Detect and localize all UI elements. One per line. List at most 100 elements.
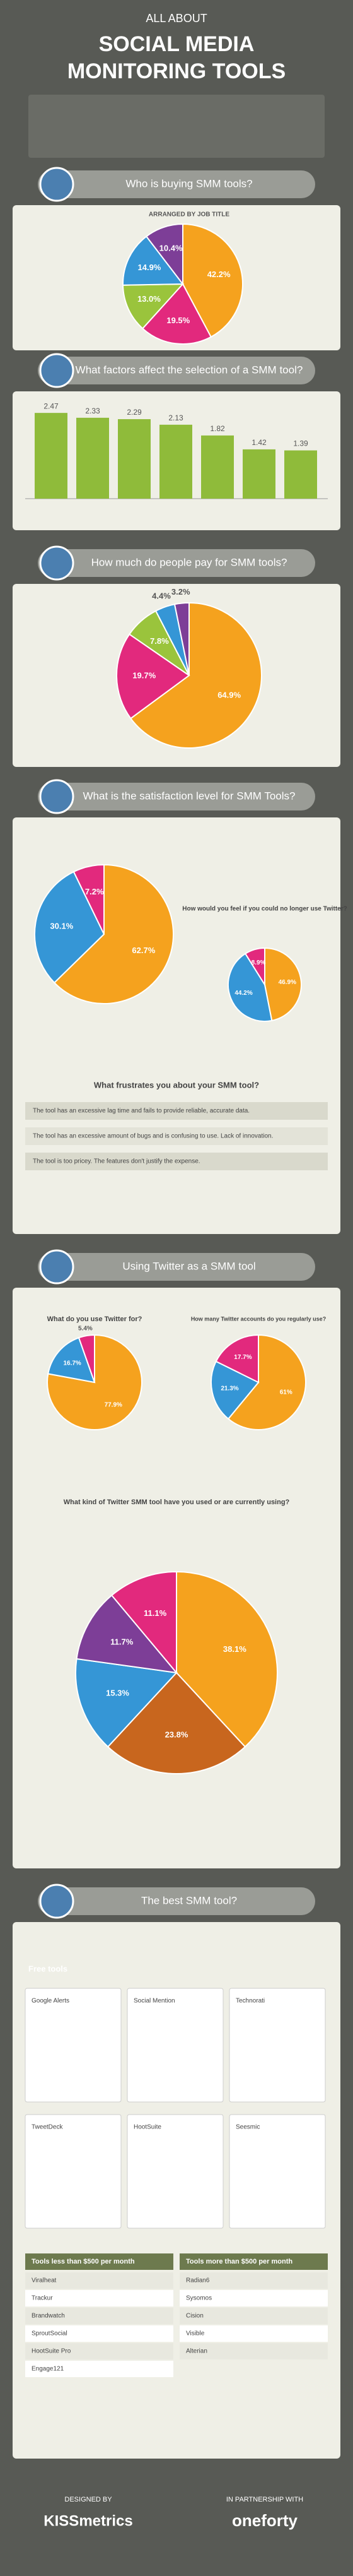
bar-value: 2.29 bbox=[127, 408, 142, 417]
bar-value: 2.13 bbox=[168, 413, 183, 422]
table-head bbox=[25, 2253, 173, 2270]
tool: Sysomos bbox=[186, 2295, 212, 2302]
slice-label: 19.5% bbox=[166, 316, 190, 325]
list-row bbox=[25, 1153, 328, 1170]
list-row bbox=[25, 1127, 328, 1145]
table-row bbox=[180, 2343, 328, 2359]
bar bbox=[118, 419, 151, 499]
tool-box bbox=[229, 2114, 326, 2229]
slice-label: 62.7% bbox=[132, 946, 155, 955]
table-row bbox=[25, 2290, 173, 2306]
slice-label: 30.1% bbox=[50, 922, 73, 931]
tool: Brandwatch bbox=[32, 2313, 65, 2320]
pie-slice bbox=[75, 1658, 178, 1748]
chart-title: What do you use Twitter for? bbox=[47, 1315, 142, 1323]
banner bbox=[38, 1887, 315, 1915]
pie-slice bbox=[228, 953, 273, 1022]
tool: Trackur bbox=[32, 2295, 53, 2302]
pie-slice bbox=[122, 235, 184, 286]
tool: TweetDeck bbox=[32, 2124, 63, 2131]
chart-title: How would you feel if you could no longe… bbox=[182, 906, 347, 913]
pie-slice bbox=[173, 602, 190, 676]
table-row bbox=[180, 2308, 328, 2324]
tool: Radian6 bbox=[186, 2277, 210, 2284]
banner bbox=[38, 549, 315, 577]
footer-label: DESIGNED BY bbox=[64, 2496, 112, 2503]
table-row bbox=[25, 2361, 173, 2377]
table-row bbox=[25, 2343, 173, 2359]
pie-slice bbox=[76, 1594, 178, 1674]
slice-label: 7.2% bbox=[85, 887, 104, 896]
tool: Social Mention bbox=[134, 1998, 175, 2005]
tool-box bbox=[229, 1988, 326, 2103]
banner bbox=[38, 357, 315, 384]
bar bbox=[159, 424, 192, 499]
intro-panel bbox=[28, 95, 325, 158]
pie-slice bbox=[215, 1334, 259, 1384]
slice-label: 11.7% bbox=[110, 1637, 134, 1646]
table-row bbox=[25, 2308, 173, 2324]
slice-label: 13.0% bbox=[137, 294, 161, 304]
title-line: SOCIAL MEDIA bbox=[99, 32, 255, 56]
slice-label: 8.9% bbox=[252, 959, 266, 966]
slice-label: 19.7% bbox=[132, 671, 156, 680]
bar-value: 1.42 bbox=[252, 438, 267, 447]
slice-label: 77.9% bbox=[105, 1401, 122, 1408]
banner-icon bbox=[39, 353, 74, 388]
footer-label: IN PARTNERSHIP WITH bbox=[226, 2496, 303, 2503]
pie-slice bbox=[78, 1334, 95, 1383]
pie-slice bbox=[211, 1360, 260, 1420]
footer-brand: KISSmetrics bbox=[43, 2512, 132, 2529]
tool: Engage121 bbox=[32, 2366, 64, 2373]
frustration: The tool has an excessive amount of bugs… bbox=[33, 1133, 273, 1140]
tool-box bbox=[127, 1988, 224, 2103]
bar bbox=[284, 450, 317, 499]
pie-slice bbox=[244, 947, 265, 987]
slice-label: 14.9% bbox=[138, 263, 161, 272]
chart-title: What kind of Twitter SMM tool have you u… bbox=[64, 1499, 290, 1506]
bar-value: 2.33 bbox=[85, 407, 100, 415]
tool: Visible bbox=[186, 2330, 205, 2337]
pie-slice bbox=[176, 1570, 278, 1748]
tool: HootSuite bbox=[134, 2124, 161, 2131]
pie-slice bbox=[227, 1334, 306, 1430]
pie-slice bbox=[53, 864, 174, 1004]
pie-slice bbox=[47, 1334, 142, 1430]
slice-label: 61% bbox=[280, 1389, 292, 1396]
pie-slice bbox=[107, 1671, 246, 1774]
bar-value: 1.39 bbox=[293, 439, 308, 448]
pie-slice bbox=[264, 947, 302, 1022]
slice-label: 3.2% bbox=[171, 587, 190, 597]
pie-slice bbox=[72, 864, 105, 935]
pie-slice bbox=[129, 602, 262, 749]
slice-label: 5.4% bbox=[78, 1326, 93, 1333]
bar-value: 1.82 bbox=[210, 424, 225, 433]
table-title: Tools more than $500 per month bbox=[186, 2258, 292, 2265]
frustration: The tool has an excessive lag time and f… bbox=[33, 1108, 250, 1115]
table-row bbox=[180, 2272, 328, 2289]
slice-label: 42.2% bbox=[207, 270, 231, 279]
section-title: What frustrates you about your SMM tool? bbox=[94, 1080, 259, 1089]
slice-label: 11.1% bbox=[144, 1608, 167, 1618]
tool: HootSuite Pro bbox=[32, 2348, 71, 2355]
bar bbox=[35, 413, 67, 499]
banner-title: The best SMM tool? bbox=[141, 1894, 237, 1906]
tool: SproutSocial bbox=[32, 2330, 67, 2337]
pie-slice bbox=[116, 633, 190, 720]
banner-icon bbox=[39, 545, 74, 581]
pie-slice bbox=[145, 223, 183, 286]
banner bbox=[38, 170, 315, 198]
pie-slice bbox=[110, 1570, 177, 1675]
table-row bbox=[180, 2290, 328, 2306]
slice-label: 10.4% bbox=[159, 244, 183, 253]
tool: Cision bbox=[186, 2313, 204, 2320]
tool: Google Alerts bbox=[32, 1998, 69, 2005]
slice-label: 44.2% bbox=[234, 990, 252, 997]
tool: Technorati bbox=[236, 1998, 265, 2005]
tool-box bbox=[25, 1988, 122, 2103]
banner-title: Using Twitter as a SMM tool bbox=[122, 1260, 255, 1272]
tools-heading: Free tools bbox=[28, 1964, 67, 1973]
bar bbox=[201, 435, 234, 499]
